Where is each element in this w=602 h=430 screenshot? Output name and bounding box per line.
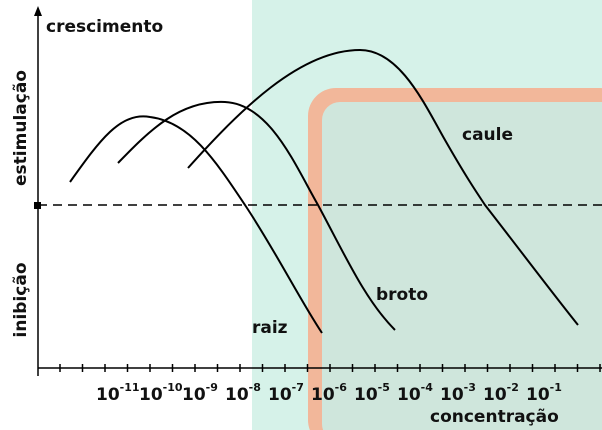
tick-exponent: -1 [550,381,562,394]
tick-exponent: -2 [507,381,519,394]
tick-exponent: -11 [120,381,140,394]
tick-exponent: -9 [206,381,218,394]
tick-base: 10 [397,385,421,405]
tick-exponent: -8 [249,381,261,394]
upper-label: estimulação [11,70,31,186]
tick-base: 10 [354,385,378,405]
tick-base: 10 [139,385,163,405]
tick-base: 10 [311,385,335,405]
curve-label: caule [462,125,513,145]
tick-exponent: -5 [378,381,390,394]
tick-base: 10 [268,385,292,405]
tick-base: 10 [483,385,507,405]
tick-base: 10 [225,385,249,405]
tick-base: 10 [96,385,120,405]
tick-base: 10 [182,385,206,405]
x-axis-label: concentração [430,407,559,427]
tick-exponent: -4 [421,381,434,394]
tick-exponent: -10 [163,381,183,394]
diagram: crescimento estimulação inibição concent… [0,0,602,430]
tick-exponent: -7 [292,381,304,394]
y-axis-title: crescimento [46,17,163,37]
tick-base: 10 [526,385,550,405]
curve-label: raiz [252,318,288,338]
tick-base: 10 [440,385,464,405]
tick-exponent: -3 [464,381,476,394]
curve-label: broto [376,285,428,305]
lower-label: inibição [11,263,31,338]
tick-exponent: -6 [335,381,348,394]
